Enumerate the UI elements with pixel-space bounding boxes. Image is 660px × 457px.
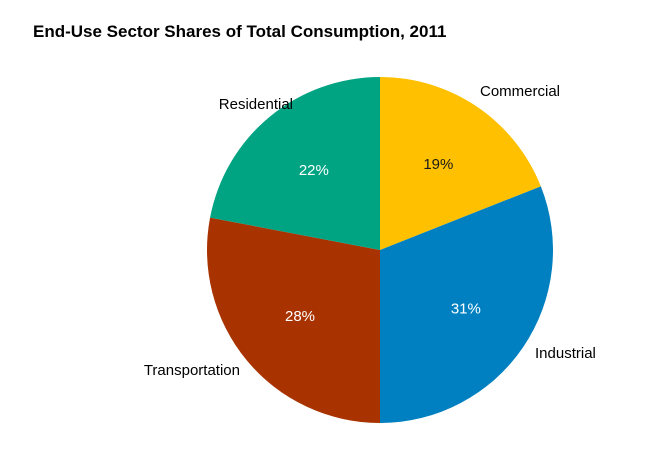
slice-value-label: 19% bbox=[423, 156, 453, 173]
chart-title: End-Use Sector Shares of Total Consumpti… bbox=[33, 22, 447, 41]
pie-slice-commercial bbox=[380, 77, 541, 250]
pie-slice-industrial bbox=[380, 186, 553, 423]
slice-value-label: 31% bbox=[451, 300, 481, 317]
pie-slice-transportation bbox=[206, 217, 380, 423]
slice-category-label: Industrial bbox=[535, 345, 596, 362]
slice-category-label: Transportation bbox=[144, 362, 240, 379]
slice-category-label: Residential bbox=[219, 96, 293, 113]
slice-value-label: 28% bbox=[285, 308, 315, 325]
slice-category-label: Commercial bbox=[480, 83, 560, 100]
pie-slice-residential bbox=[210, 77, 380, 250]
slice-value-label: 22% bbox=[299, 162, 329, 179]
